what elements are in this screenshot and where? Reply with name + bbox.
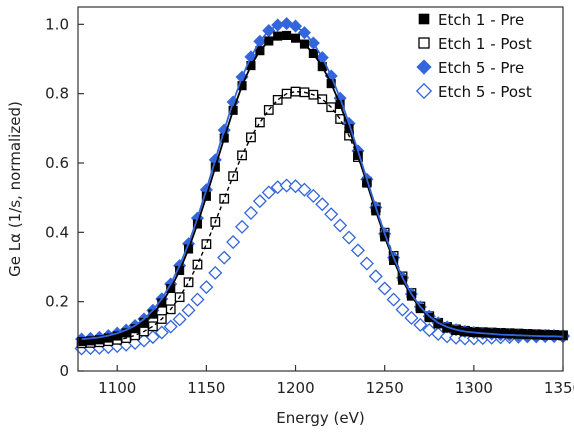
- y-tick-label: 0.4: [45, 223, 69, 241]
- x-tick-label: 1100: [98, 379, 136, 397]
- data-point: [201, 239, 212, 250]
- y-tick-label: 0.8: [45, 85, 69, 103]
- data-point: [172, 312, 187, 327]
- data-point: [235, 219, 250, 234]
- data-point: [297, 182, 312, 197]
- x-tick-label: 1300: [455, 379, 493, 397]
- data-point: [192, 259, 203, 270]
- data-point: [243, 205, 258, 220]
- data-point: [335, 114, 346, 124]
- legend: Etch 1 - Pre Etch 1 - Post Etch 5 - Pre Etc…: [415, 11, 532, 101]
- data-point: [404, 310, 419, 325]
- legend-marker: [418, 13, 430, 25]
- data-point: [315, 197, 330, 212]
- legend-label: Etch 5 - Pre: [438, 59, 524, 77]
- data-point: [183, 277, 194, 288]
- data-point: [395, 302, 410, 317]
- data-point: [261, 185, 276, 200]
- y-tick-label: 1.0: [45, 15, 69, 33]
- data-point: [181, 303, 196, 318]
- data-point: [190, 292, 205, 307]
- x-tick-label: 1150: [187, 379, 225, 397]
- data-point: [350, 243, 365, 258]
- x-tick-label: 1200: [276, 379, 314, 397]
- data-point: [306, 188, 321, 203]
- y-axis-label: Ge Lα (1/s, normalized): [6, 101, 24, 277]
- legend-label: Etch 1 - Post: [438, 35, 532, 53]
- data-point: [226, 235, 241, 250]
- data-point: [377, 281, 392, 296]
- data-point: [279, 178, 294, 193]
- data-point: [163, 319, 178, 334]
- data-point: [219, 193, 230, 204]
- plot-frame: [77, 6, 564, 372]
- data-point: [217, 250, 232, 265]
- legend-marker: [415, 82, 433, 100]
- plot-marks: [74, 17, 571, 356]
- legend-marker: [416, 59, 432, 75]
- data-point: [386, 292, 401, 307]
- data-point: [413, 317, 428, 332]
- fit-line: [81, 34, 564, 343]
- legend-label: Etch 5 - Post: [438, 83, 532, 101]
- y-tick-label: 0: [59, 362, 69, 380]
- fit-line: [81, 90, 564, 344]
- data-point: [199, 280, 214, 295]
- y-tick-label: 0.6: [45, 154, 69, 172]
- data-point: [272, 95, 283, 105]
- data-point: [324, 207, 339, 222]
- data-point: [263, 105, 274, 115]
- fit-line: [81, 22, 564, 341]
- data-point: [252, 194, 267, 209]
- data-point: [317, 94, 328, 105]
- data-point: [368, 269, 383, 284]
- data-point: [208, 265, 223, 280]
- y-tick-label: 0.2: [45, 293, 69, 311]
- data-point: [359, 256, 374, 271]
- legend-marker: [418, 37, 430, 49]
- data-point: [254, 117, 265, 128]
- data-point: [333, 218, 348, 233]
- data-point: [341, 230, 357, 245]
- data-point: [147, 321, 158, 332]
- data-point: [288, 179, 303, 194]
- series-etch-1-pre: [77, 30, 568, 347]
- legend-label: Etch 1 - Pre: [438, 11, 524, 29]
- x-axis-label: Energy (eV): [276, 409, 364, 427]
- x-tick-label: 1250: [366, 379, 404, 397]
